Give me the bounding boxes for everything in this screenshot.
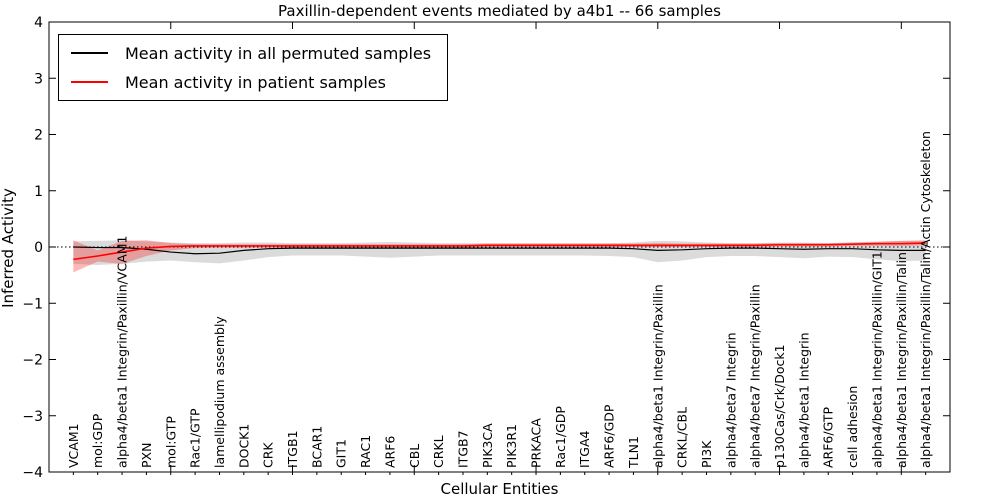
x-category-label: ITGB1: [285, 430, 300, 468]
x-category-label: PRKACA: [529, 418, 544, 468]
x-category-label: alpha4/beta7 Integrin: [723, 332, 738, 468]
legend-entry-permuted: Mean activity in all permuted samples: [71, 40, 431, 66]
x-category-label: p130Cas/Crk/Dock1: [772, 344, 787, 468]
x-category-label: alpha4/beta1 Integrin/Paxillin/Talin/Act…: [918, 131, 933, 468]
x-category-label: lamellipodium assembly: [212, 316, 227, 468]
x-category-label: alpha4/beta1 Integrin/Paxillin/Talin: [894, 252, 909, 468]
x-category-label: CBL: [407, 444, 422, 468]
x-category-label: mol:GTP: [163, 416, 178, 468]
x-category-label: ITGA4: [577, 430, 592, 468]
patient-confidence-band: [73, 240, 926, 273]
x-category-label: alpha4/beta7 Integrin/Paxillin: [748, 284, 763, 468]
x-category-label: ARF6/GDP: [602, 404, 617, 468]
y-tick-label: −4: [22, 465, 43, 481]
x-category-label: ARF6: [382, 436, 397, 468]
x-category-label: alpha4/beta1 Integrin/Paxillin/VCAM1: [115, 236, 130, 468]
y-tick-label: 4: [34, 15, 43, 31]
x-category-label: VCAM1: [66, 423, 81, 468]
y-tick-label: 0: [34, 240, 43, 256]
x-category-label: GIT1: [334, 439, 349, 468]
y-tick-label: −2: [22, 353, 43, 369]
x-category-label: CRKL/CBL: [675, 407, 690, 468]
x-category-label: mol:GDP: [90, 413, 105, 468]
x-category-label: ARF6/GTP: [821, 407, 836, 468]
y-tick-label: 2: [34, 128, 43, 144]
x-category-label: Rac1/GDP: [553, 406, 568, 468]
y-tick-label: 1: [34, 184, 43, 200]
x-category-label: TLN1: [626, 436, 641, 469]
x-category-label: DOCK1: [236, 424, 251, 468]
y-tick-label: −1: [22, 296, 43, 312]
legend-line-sample-patient-icon: [71, 81, 108, 83]
x-category-label: BCAR1: [309, 426, 324, 468]
x-category-label: PIK3CA: [480, 423, 495, 468]
permuted-mean-line: [73, 246, 926, 255]
legend-label-permuted: Mean activity in all permuted samples: [125, 43, 432, 63]
y-tick-label: −3: [22, 409, 43, 425]
x-category-label: Rac1/GTP: [188, 408, 203, 468]
x-category-label: CRKL: [431, 435, 446, 468]
legend: Mean activity in all permuted samples Me…: [58, 34, 449, 101]
x-category-label: PIK3R1: [504, 424, 519, 468]
legend-entry-patient: Mean activity in patient samples: [71, 69, 431, 95]
x-category-label: alpha4/beta1 Integrin: [796, 332, 811, 468]
legend-line-sample-permuted-icon: [71, 52, 108, 54]
x-category-label: RAC1: [358, 435, 373, 468]
x-category-label: PI3K: [699, 440, 714, 468]
x-category-label: alpha4/beta1 Integrin/Paxillin: [650, 284, 665, 468]
x-category-label: cell adhesion: [845, 386, 860, 468]
chart-title: Paxillin-dependent events mediated by a4…: [278, 2, 721, 20]
patient-mean-line: [73, 242, 926, 261]
y-tick-label: 3: [34, 71, 43, 87]
x-axis-label: Cellular Entities: [440, 480, 559, 498]
x-category-label: ITGB7: [455, 430, 470, 468]
x-category-label: CRK: [261, 442, 276, 468]
x-category-label: alpha4/beta1 Integrin/Paxillin/GIT1: [869, 251, 884, 468]
legend-label-patient: Mean activity in patient samples: [125, 72, 386, 92]
x-category-label: PXN: [139, 443, 154, 468]
